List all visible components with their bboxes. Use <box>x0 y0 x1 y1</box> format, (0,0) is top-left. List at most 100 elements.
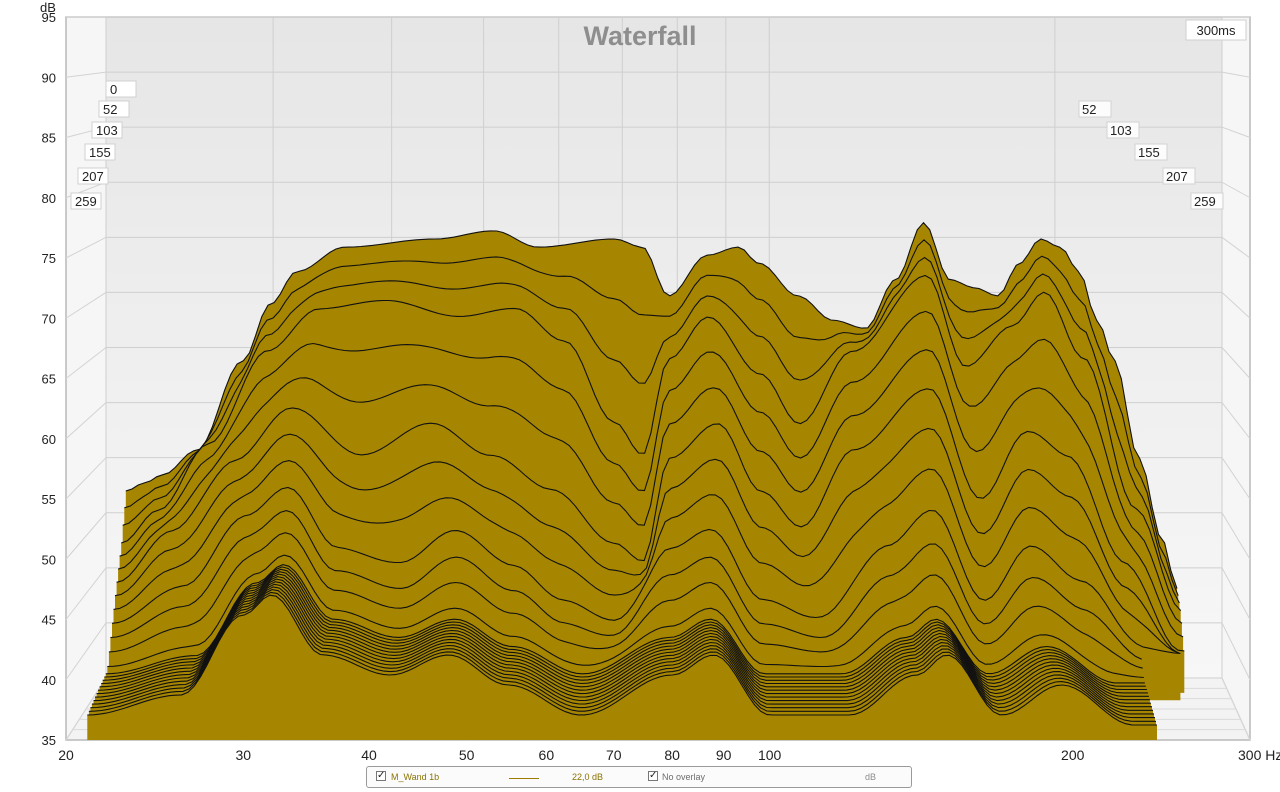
legend-bar: ✓ M_Wand 1b 22,0 dB ✓ No overlay dB <box>366 766 912 788</box>
waterfall-surface <box>87 221 1185 740</box>
time-range-box <box>1185 19 1247 41</box>
x-tick-label: 30 <box>235 747 251 763</box>
y-tick-label: 85 <box>42 131 56 146</box>
waterfall-slice-line <box>96 578 1151 704</box>
x-tick-label: 40 <box>361 747 377 763</box>
time-label-box <box>91 121 123 139</box>
side-grid-line-right <box>1221 512 1251 560</box>
side-grid-line-left <box>65 622 107 681</box>
waterfall-slice-line <box>111 486 1181 654</box>
x-tick-label: 20 <box>58 747 74 763</box>
y-tick-label: 75 <box>42 251 56 266</box>
y-axis-unit-label: dB <box>40 0 56 15</box>
y-tick-label: 70 <box>42 311 56 326</box>
y-tick-label: 50 <box>42 552 56 567</box>
side-grid-line-left <box>65 236 107 259</box>
waterfall-slice-line <box>99 573 1149 697</box>
waterfall-slice-line <box>105 564 1145 684</box>
waterfall-slice-line <box>116 388 1185 652</box>
x-tick-label: 80 <box>664 747 680 763</box>
y-tick-label: 35 <box>42 733 56 748</box>
side-grid-line-right <box>1221 347 1251 379</box>
legend-unit: dB <box>865 772 877 782</box>
y-tick-label: 45 <box>42 613 56 628</box>
side-grid-line-right <box>1221 71 1251 78</box>
x-tick-label: 50 <box>459 747 475 763</box>
measurement-checkbox[interactable]: ✓ <box>376 770 386 781</box>
waterfall-slice-line <box>91 586 1154 715</box>
waterfall-slice-line <box>90 589 1155 719</box>
axis-labels: 35 40 45 50 55 60 65 70 75 80 85 90 95 20 30 40 50 60 70 80… <box>42 10 1280 763</box>
time-label-left: 155 <box>89 145 111 160</box>
side-grid-line-left <box>65 457 107 500</box>
y-tick-label: 40 <box>42 673 56 688</box>
time-range-label: 300ms <box>1196 23 1236 38</box>
side-grid-line-right <box>1221 567 1251 620</box>
waterfall-slice-line <box>93 583 1153 711</box>
time-label-box <box>1134 143 1168 161</box>
side-grid-line-left <box>65 402 107 440</box>
measurement-line-swatch <box>509 778 539 779</box>
waterfall-slice-line <box>119 310 1183 624</box>
waterfall-slice-line <box>98 576 1150 701</box>
waterfall-slice-line <box>101 571 1148 694</box>
waterfall-slice-line <box>110 510 1142 660</box>
side-grid-line-right <box>1221 622 1251 680</box>
measurement-name: M_Wand 1b <box>391 772 440 782</box>
overlay-checkbox[interactable]: ✓ <box>648 770 658 781</box>
waterfall-slice-line <box>88 591 1156 722</box>
overlay-label[interactable]: No overlay <box>662 772 706 782</box>
time-label-right: 259 <box>1194 194 1216 209</box>
time-label-left: 259 <box>75 194 97 209</box>
time-label-left: 103 <box>96 123 118 138</box>
waterfall-slice-line <box>108 532 1143 669</box>
waterfall-slice-line <box>117 349 1184 638</box>
x-tick-label: 90 <box>716 747 732 763</box>
side-grid-line-right <box>1221 292 1251 319</box>
waterfall-slice-line <box>113 460 1180 654</box>
side-grid-line-left <box>65 71 107 78</box>
waterfall-slice-line <box>122 256 1180 604</box>
side-grid-line-left <box>65 291 107 319</box>
time-label-box <box>1106 121 1140 139</box>
waterfall-slice-line <box>114 427 1179 654</box>
waterfall-slice-line <box>121 274 1182 611</box>
waterfall-slice-fill <box>87 595 1157 740</box>
time-label-box <box>77 167 109 185</box>
time-label-box <box>84 143 116 161</box>
side-grid-line-left <box>65 347 107 379</box>
x-tick-label: 300 Hz <box>1238 747 1280 763</box>
time-label-box <box>105 80 137 98</box>
time-label-right: 207 <box>1166 169 1188 184</box>
time-label-left: 207 <box>82 169 104 184</box>
time-label-box <box>70 192 102 210</box>
waterfall-slice-line <box>125 221 1178 589</box>
side-grid-line-right <box>1221 236 1251 259</box>
y-tick-label: 95 <box>42 10 56 25</box>
side-grid-line-right <box>1221 181 1251 199</box>
waterfall-slice-line <box>104 566 1146 687</box>
waterfall-slice-line <box>107 554 1144 679</box>
y-tick-label: 80 <box>42 191 56 206</box>
time-label-box <box>1162 167 1196 185</box>
chart-title: Waterfall <box>583 21 696 51</box>
side-grid-line-left <box>65 567 107 620</box>
waterfall-slice-line <box>124 239 1179 596</box>
time-label-box <box>98 100 130 118</box>
x-tick-label: 70 <box>606 747 622 763</box>
waterfall-slice-line <box>94 581 1152 708</box>
side-grid-line-right <box>1221 457 1251 500</box>
waterfall-slice-line <box>102 568 1147 691</box>
time-label-left: 52 <box>103 102 117 117</box>
x-tick-label: 100 <box>758 747 782 763</box>
waterfall-slice-line <box>87 594 1157 726</box>
time-label-box <box>1190 192 1224 210</box>
y-tick-label: 90 <box>42 70 56 85</box>
measurement-level: 22,0 dB <box>572 772 604 782</box>
side-grid-line-right <box>1221 402 1251 440</box>
right-wall <box>1222 17 1250 740</box>
time-label-box <box>1078 100 1112 118</box>
time-label-right: 155 <box>1138 145 1160 160</box>
y-tick-label: 65 <box>42 372 56 387</box>
